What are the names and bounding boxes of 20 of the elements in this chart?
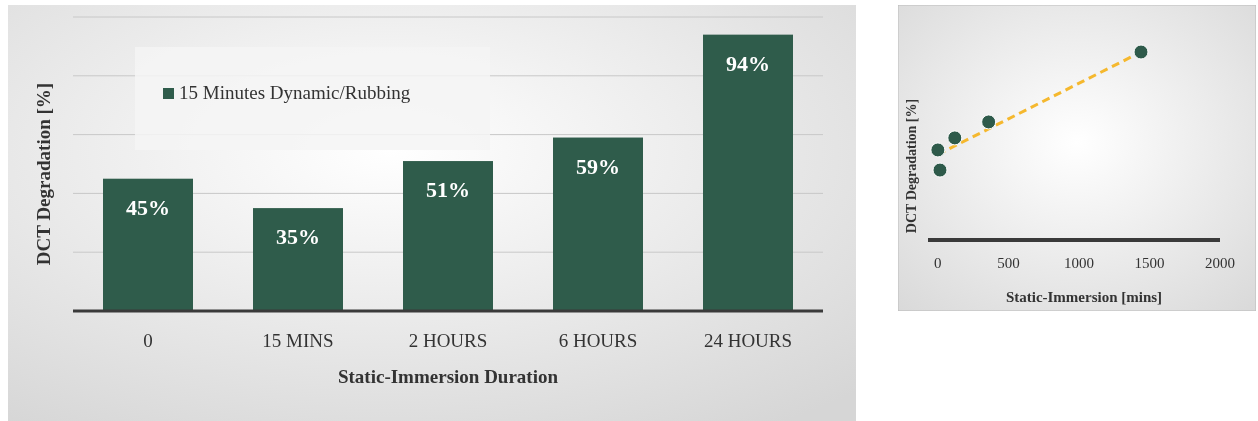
x-tick-label: 500 [997,255,1020,271]
x-tick-label: 15 MINS [262,330,334,351]
y-axis-title: DCT Degradation [%] [904,98,919,234]
data-label: 51% [426,177,470,203]
y-axis-title: DCT Degradation [%] [33,82,54,266]
x-axis-title: Static-Immersion [mins] [1005,289,1163,305]
x-tick-label: 2 HOURS [408,330,488,351]
x-tick-label: 0 [143,330,153,351]
legend-label: 15 Minutes Dynamic/Rubbing [179,82,411,103]
x-tick-label: 6 HOURS [558,330,638,351]
x-tick-label: 1500 [1134,255,1165,271]
data-label: 94% [726,50,770,76]
x-tick-label: 24 HOURS [703,330,793,351]
data-label: 59% [576,153,620,179]
x-tick-label: 1000 [1063,255,1094,271]
x-tick-label: 2000 [1205,255,1235,271]
x-tick-label: 0 [934,255,942,271]
data-label: 35% [276,224,320,250]
data-label: 45% [126,194,170,220]
x-axis-title: Static-Immersion Duration [337,366,559,387]
